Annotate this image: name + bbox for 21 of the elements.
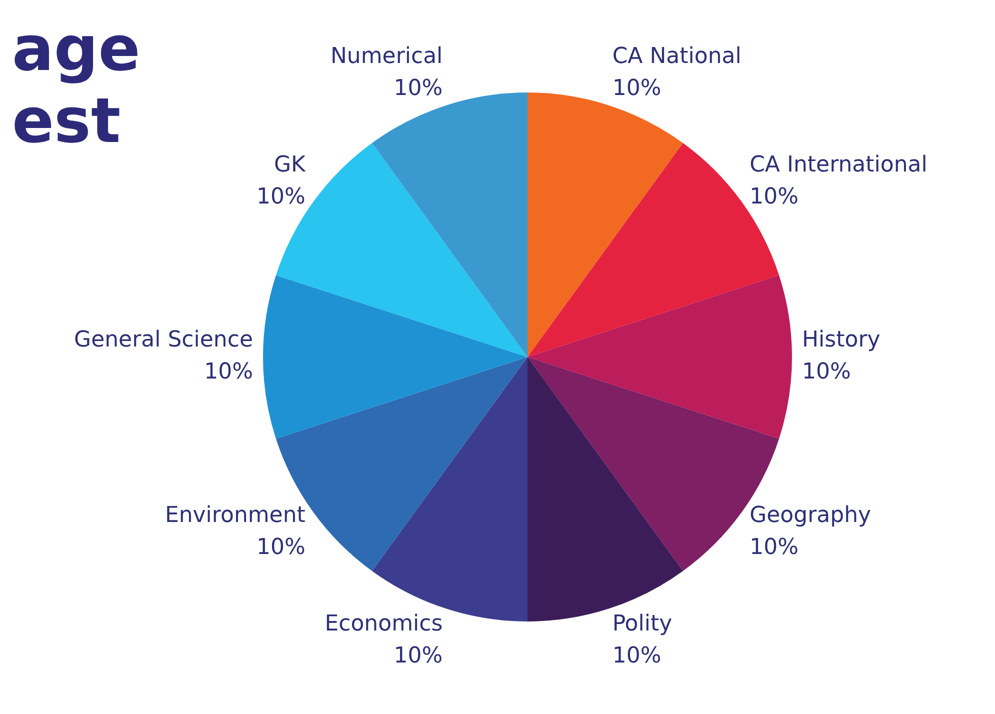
data-label: 10% xyxy=(256,184,306,210)
slice-label: Geography xyxy=(750,503,872,528)
data-label: 10% xyxy=(802,360,851,385)
data-label: 10% xyxy=(750,535,798,560)
data-label: 10% xyxy=(394,76,443,101)
slice-label: History xyxy=(802,328,880,353)
slice-label: Polity xyxy=(612,612,672,637)
slice-label: Economics xyxy=(324,612,443,637)
chart-title: age est xyxy=(12,12,140,157)
slice-label: Environment xyxy=(164,503,306,528)
slice-label: CA International xyxy=(750,152,928,178)
data-label: 10% xyxy=(256,535,306,560)
data-label: 10% xyxy=(750,184,798,210)
slice-label: CA National xyxy=(612,44,742,69)
slice-label: Numerical xyxy=(330,44,443,69)
data-label: 10% xyxy=(612,76,662,101)
data-label: 10% xyxy=(394,644,443,669)
data-label: 10% xyxy=(612,644,662,669)
data-label: 10% xyxy=(204,360,253,385)
slice-label: GK xyxy=(274,152,306,178)
slice-label: General Science xyxy=(74,328,253,353)
